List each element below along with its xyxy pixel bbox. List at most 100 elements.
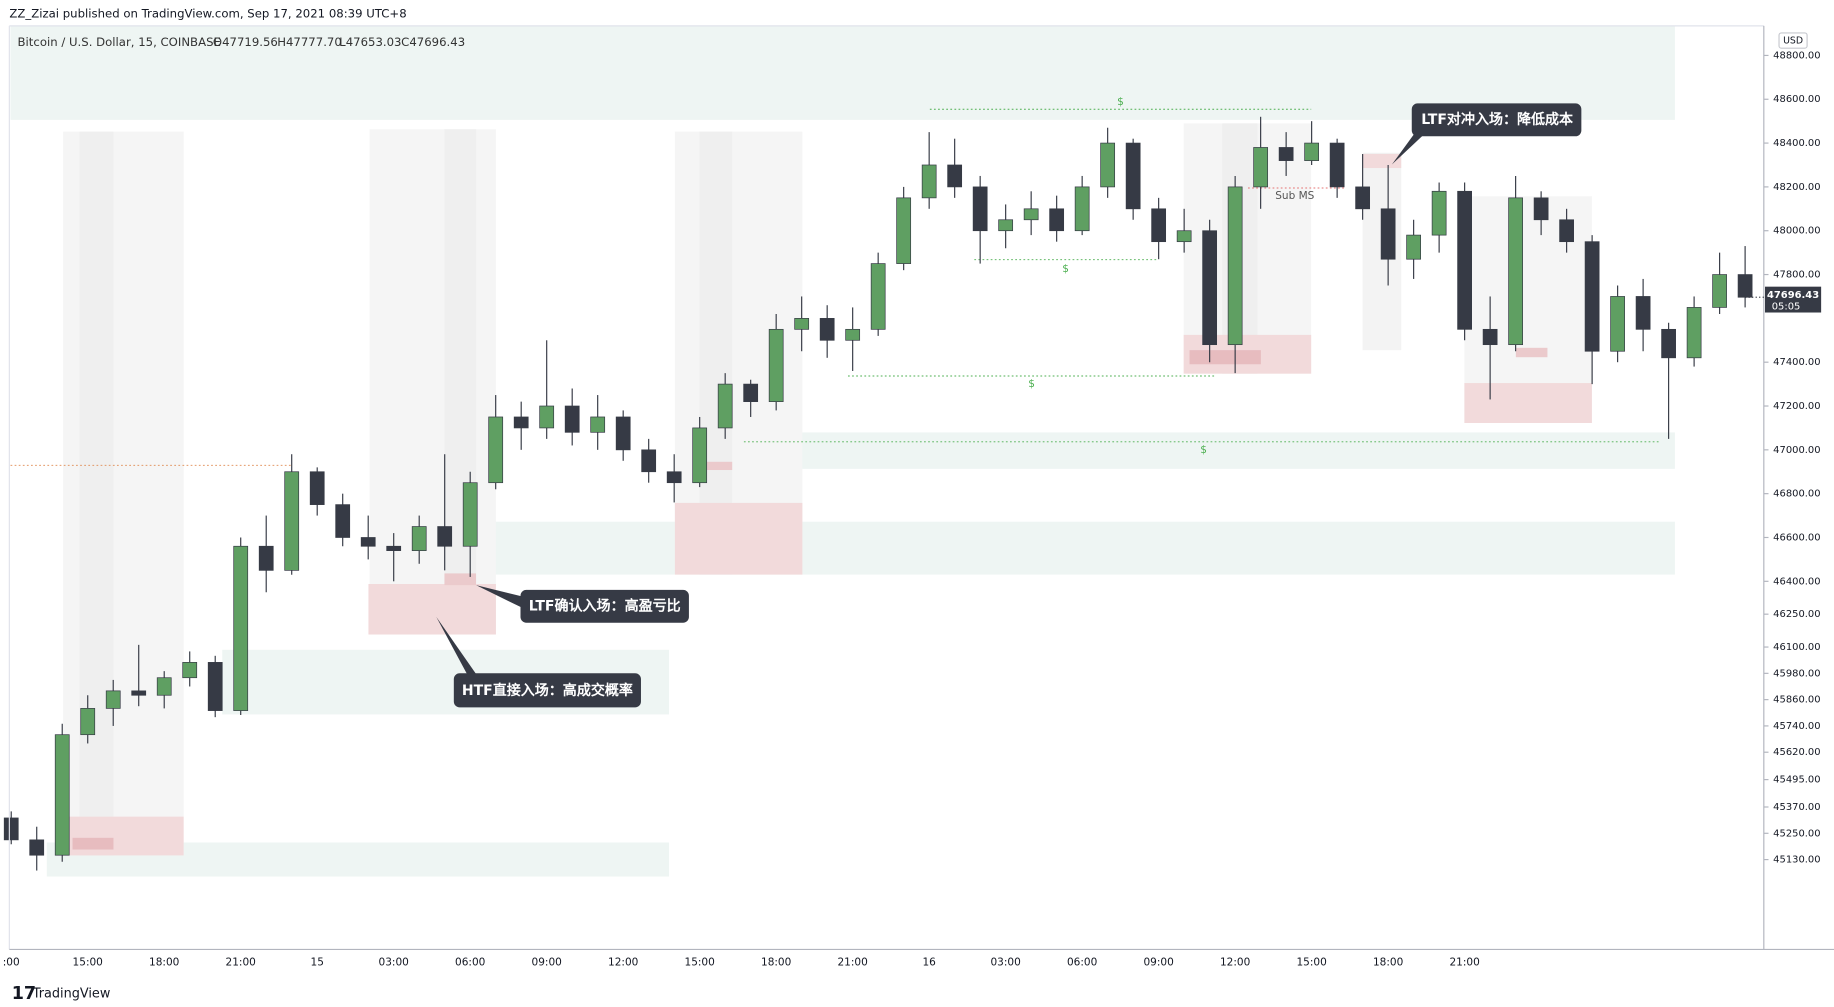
annotation: LTF确认入场：高盈亏比	[529, 597, 681, 614]
y-tick-label: 45980.00	[1773, 668, 1820, 679]
y-tick-label: 45620.00	[1773, 747, 1820, 758]
x-tick-label: 18:00	[761, 956, 792, 968]
x-tick-label: 06:00	[455, 956, 486, 968]
y-tick-label: 45130.00	[1773, 855, 1820, 866]
marker: $	[1028, 378, 1035, 390]
candle-body	[207, 662, 223, 711]
last-price: 47696.43	[1767, 290, 1819, 301]
candle-body	[1584, 241, 1600, 352]
candle-body	[29, 839, 45, 856]
candle-body	[1533, 197, 1549, 221]
x-tick-label: 12:00	[1220, 956, 1251, 968]
x-tick-label: 21:00	[838, 956, 869, 968]
candle-body	[1380, 208, 1396, 260]
candle-body	[335, 504, 351, 538]
candle-body	[1329, 142, 1345, 188]
annotation: LTF对冲入场：降低成本	[1421, 111, 1574, 128]
candle-body	[309, 471, 325, 505]
y-tick-label: 48200.00	[1773, 182, 1820, 193]
y-tick-label: 47400.00	[1773, 357, 1820, 368]
candle-body	[1304, 142, 1320, 161]
y-tick-label: 45860.00	[1773, 695, 1820, 706]
candle-body	[54, 734, 70, 856]
candle-body	[258, 545, 274, 571]
candle-body	[666, 471, 682, 484]
candle-body	[1355, 186, 1371, 210]
y-tick-label: 46400.00	[1773, 576, 1820, 587]
y-tick-label: 45370.00	[1773, 802, 1820, 813]
last-price-box	[1764, 286, 1822, 313]
x-tick-label: 12:00	[608, 956, 639, 968]
candle-body	[1686, 307, 1702, 359]
candle-body	[1023, 208, 1039, 221]
candle-body	[1125, 142, 1141, 210]
marker: $	[1062, 263, 1069, 275]
candle-body	[1431, 190, 1447, 236]
candle-body	[513, 416, 529, 429]
x-tick-label: 18:00	[149, 956, 180, 968]
candle-body	[1559, 219, 1574, 243]
candle-body	[488, 416, 504, 484]
x-tick-label: 15:00	[685, 956, 716, 968]
y-tick-label: 46600.00	[1773, 532, 1820, 543]
y-tick-label: 47200.00	[1773, 401, 1820, 412]
candle-body	[1661, 328, 1676, 359]
candle-body	[1635, 296, 1651, 330]
candle-body	[641, 449, 657, 473]
candle-body	[1100, 142, 1116, 188]
candle-body	[105, 690, 121, 709]
logo: 17	[12, 984, 36, 1004]
ohlc-high: H47777.70	[277, 35, 342, 49]
candle-body	[437, 526, 453, 547]
y-tick-label: 47000.00	[1773, 445, 1820, 456]
candle-body	[998, 219, 1014, 232]
ohlc-low: L47653.03	[339, 35, 401, 49]
candle-body	[411, 526, 427, 551]
y-tick-label: 48000.00	[1773, 226, 1820, 237]
x-tick-label: 15:00	[73, 956, 104, 968]
candle-body	[896, 197, 912, 264]
brand: TradingView	[32, 987, 111, 1002]
candle-body	[1737, 274, 1753, 298]
candle-body	[794, 318, 810, 330]
symbol: Bitcoin / U.S. Dollar, 15, COINBASE	[18, 35, 221, 49]
countdown: 05:05	[1772, 302, 1801, 313]
x-tick-label: 09:00	[532, 956, 563, 968]
y-tick-label: 48400.00	[1773, 138, 1820, 149]
candle-body	[1202, 230, 1218, 346]
candle-body	[1049, 208, 1065, 232]
x-tick-label: 16	[922, 956, 936, 968]
x-tick-label: 15	[311, 956, 324, 968]
candle-body	[1151, 208, 1167, 243]
y-tick-label: 45495.00	[1773, 775, 1820, 786]
x-tick-label: 09:00	[1143, 956, 1174, 968]
candle-body	[233, 545, 249, 711]
candle-body	[845, 328, 861, 341]
x-tick-label: 06:00	[1067, 956, 1098, 968]
y-tick-label: 48600.00	[1773, 94, 1820, 105]
x-tick-label: 21:00	[1449, 956, 1480, 968]
candle-body	[156, 677, 172, 696]
candle-body	[386, 545, 402, 551]
ohlc-close: C47696.43	[401, 35, 465, 49]
marker: $	[1117, 96, 1124, 108]
candle-body	[717, 383, 733, 429]
candle-body	[743, 383, 759, 402]
candle-body	[1508, 197, 1523, 346]
candle-body	[768, 328, 784, 402]
candles	[3, 116, 1753, 871]
y-tick-label: 45740.00	[1773, 721, 1820, 732]
candle-body	[1253, 147, 1269, 188]
annotation: HTF直接入场：高成交概率	[462, 682, 633, 699]
candle-body	[462, 482, 478, 547]
candle-body	[182, 662, 198, 679]
y-tick-label: 45250.00	[1773, 828, 1820, 839]
y-tick-label: 46250.00	[1773, 609, 1820, 620]
candle-body	[1482, 328, 1498, 346]
candle-body	[539, 405, 555, 429]
candle-body	[1457, 190, 1472, 330]
candle-body	[131, 690, 147, 696]
sub-label: Sub MS	[1275, 190, 1314, 202]
candle-body	[1278, 147, 1294, 161]
